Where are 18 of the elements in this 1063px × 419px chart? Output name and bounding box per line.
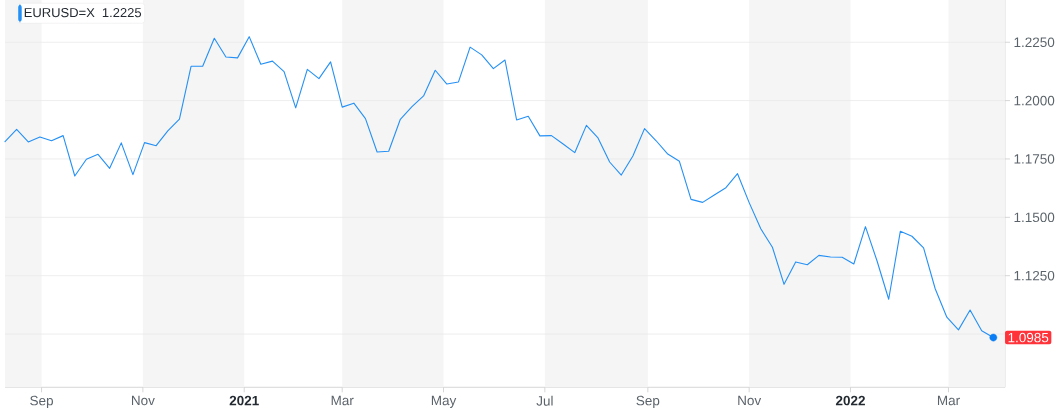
y-tick-label: 1.1750 — [1014, 154, 1055, 164]
x-tick-label: Jul — [536, 395, 553, 406]
y-tick-label: 1.1250 — [1014, 270, 1055, 281]
data-label: 1.0985 — [1008, 332, 1049, 343]
legend-label: EURUSD=X — [24, 7, 95, 18]
x-tick-label: Nov — [738, 395, 762, 406]
x-tick-label: Sep — [636, 395, 660, 409]
y-tick-label: 1.2000 — [1014, 95, 1055, 106]
x-tick-label: 2021 — [229, 395, 259, 406]
x-tick-label: Nov — [131, 395, 155, 406]
x-tick-label: Sep — [30, 395, 53, 409]
x-tick-label: May — [431, 395, 457, 408]
x-tick-label: 2022 — [835, 395, 865, 406]
y-tick-label: 1.2250 — [1014, 37, 1055, 48]
x-tick-label: Mar — [331, 395, 354, 406]
x-tick-label: Mar — [937, 395, 960, 406]
annotation: 1.2225 — [102, 7, 142, 18]
y-tick-label: 1.1500 — [1014, 212, 1055, 223]
